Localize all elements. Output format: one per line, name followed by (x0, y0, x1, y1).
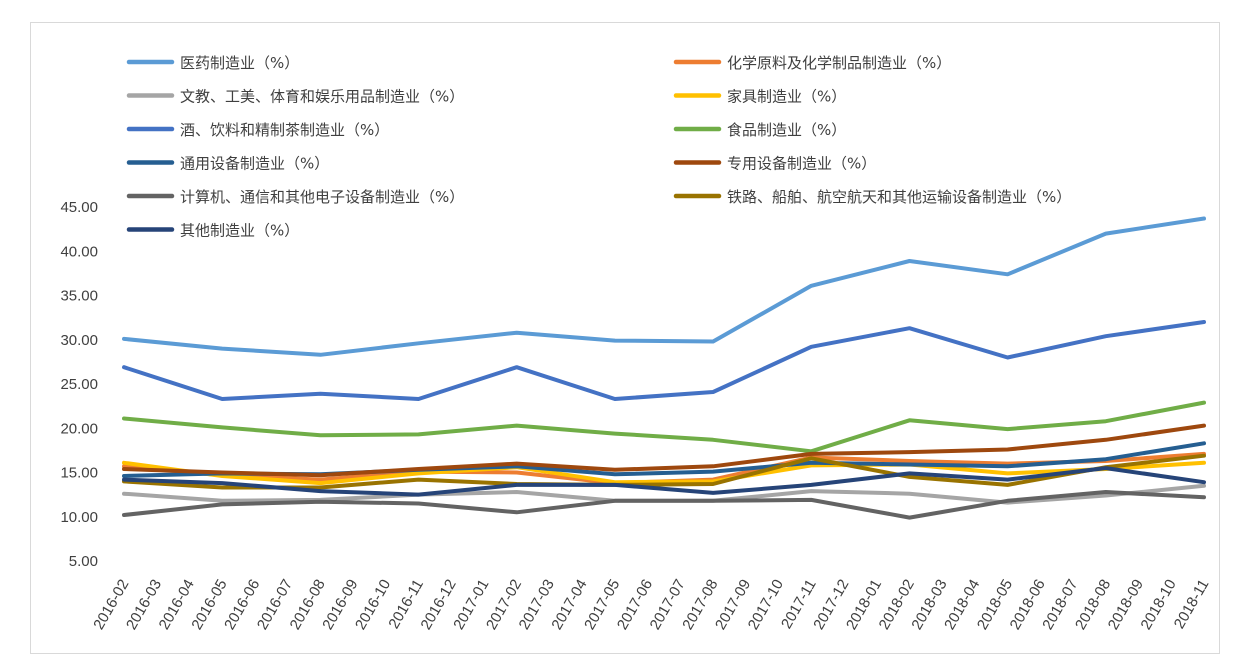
legend: 医药制造业（%） 化学原料及化学制品制造业（%） 文教、工美、体育和娱乐用品制造业（… (126, 54, 1071, 240)
legend-label: 食品制造业（%） (727, 121, 846, 139)
legend-label: 专用设备制造业（%） (727, 155, 876, 173)
x-axis: 2016-022016-032016-042016-052016-062016-… (90, 577, 1212, 633)
y-tick-label: 30.00 (60, 332, 98, 349)
series-line-8 (122, 423, 1206, 478)
y-tick-label: 20.00 (60, 420, 98, 437)
legend-label: 通用设备制造业（%） (180, 155, 329, 173)
legend-label: 化学原料及化学制品制造业（%） (727, 54, 951, 72)
chart-frame: 医药制造业（%） 化学原料及化学制品制造业（%） 文教、工美、体育和娱乐用品制造业（… (30, 22, 1220, 654)
series-line-5 (122, 320, 1206, 401)
y-tick-label: 10.00 (60, 509, 98, 526)
y-tick-label: 35.00 (60, 288, 98, 305)
legend-label: 文教、工美、体育和娱乐用品制造业（%） (180, 88, 464, 106)
legend-label: 计算机、通信和其他电子设备制造业（%） (180, 188, 464, 206)
series-line-1 (122, 216, 1206, 357)
y-axis: 5.00 10.00 15.00 20.00 25.00 30.00 35.00 40.00 4… (60, 199, 98, 570)
plot-area (122, 216, 1206, 520)
legend-label: 铁路、船舶、航空航天和其他运输设备制造业（%） (727, 188, 1071, 206)
legend-label: 其他制造业（%） (180, 222, 299, 240)
legend-label: 酒、饮料和精制茶制造业（%） (180, 121, 389, 139)
legend-item: 计算机、通信和其他电子设备制造业（%） (126, 188, 464, 206)
legend-label: 医药制造业（%） (180, 54, 299, 72)
legend-item: 文教、工美、体育和娱乐用品制造业（%） (126, 88, 464, 106)
series-line-11 (122, 466, 1206, 497)
legend-item: 医药制造业（%） (126, 54, 299, 72)
legend-item: 化学原料及化学制品制造业（%） (673, 54, 951, 72)
legend-item: 专用设备制造业（%） (673, 155, 876, 173)
y-tick-label: 5.00 (69, 553, 98, 570)
legend-label: 家具制造业（%） (727, 88, 846, 106)
legend-item: 通用设备制造业（%） (126, 155, 329, 173)
legend-item: 铁路、船舶、航空航天和其他运输设备制造业（%） (673, 188, 1071, 206)
legend-item: 食品制造业（%） (673, 121, 846, 139)
y-tick-label: 40.00 (60, 243, 98, 260)
y-tick-label: 45.00 (60, 199, 98, 216)
line-chart: 医药制造业（%） 化学原料及化学制品制造业（%） 文教、工美、体育和娱乐用品制造业（… (60, 54, 1212, 633)
series-line-9 (122, 490, 1206, 520)
legend-item: 其他制造业（%） (126, 222, 299, 240)
legend-item: 酒、饮料和精制茶制造业（%） (126, 121, 389, 139)
y-tick-label: 25.00 (60, 376, 98, 393)
series-line-4 (122, 460, 1206, 486)
y-tick-label: 15.00 (60, 465, 98, 482)
legend-item: 家具制造业（%） (673, 88, 846, 106)
series-line-6 (122, 400, 1206, 454)
series-line-10 (122, 453, 1206, 490)
